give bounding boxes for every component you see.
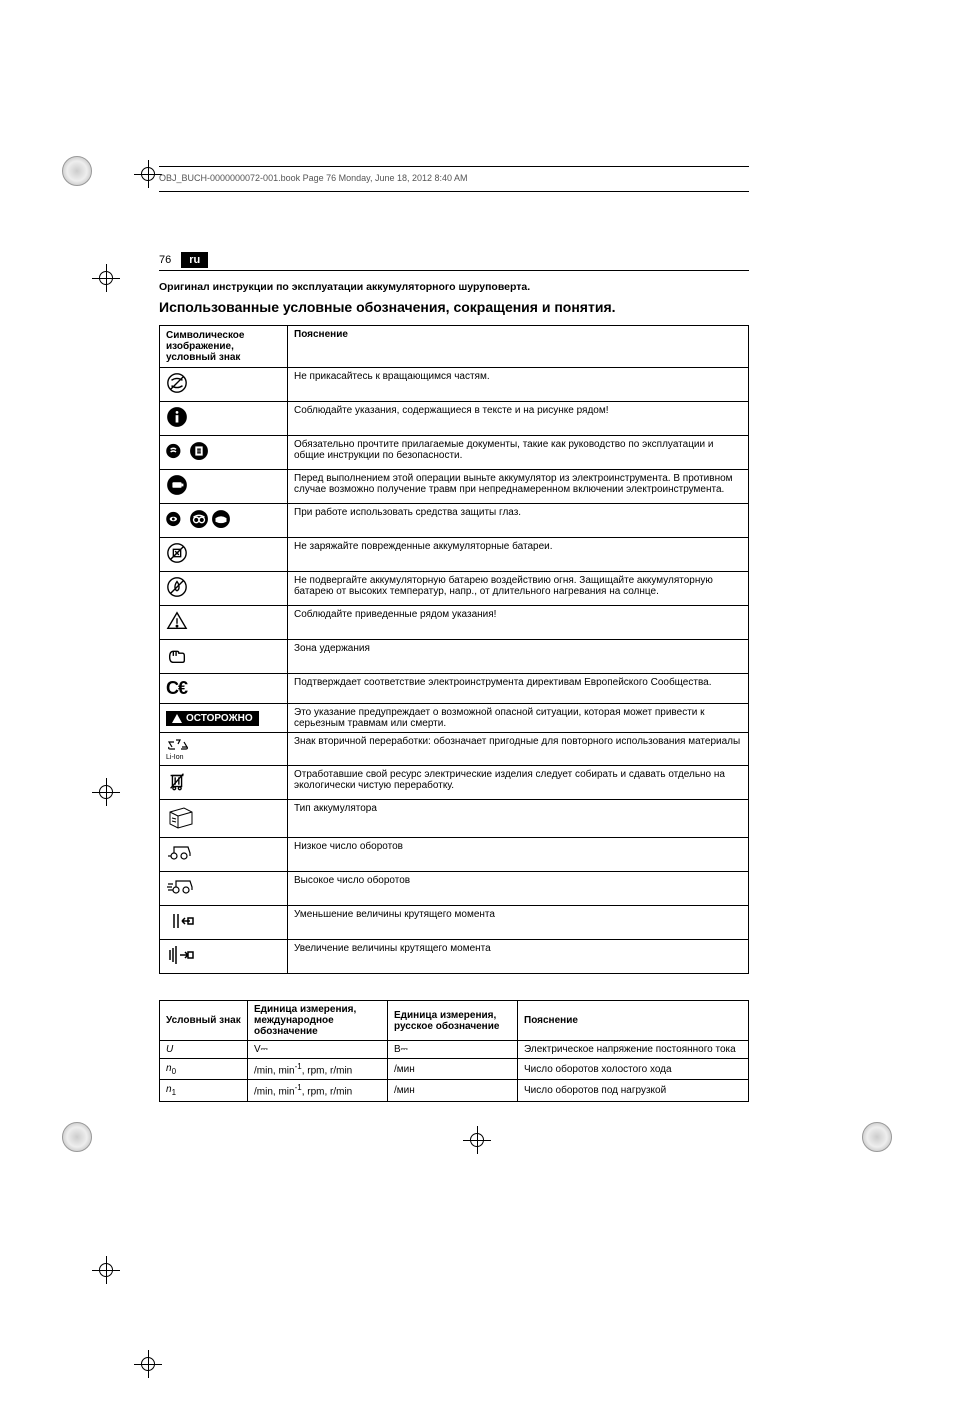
- symbol-description: При работе использовать средства защиты …: [288, 504, 749, 538]
- symbol-description: Уменьшение величины крутящего момента: [288, 906, 749, 940]
- no-touch-rotating-icon: [160, 368, 288, 402]
- caution-icon: ОСТОРОЖНО: [160, 704, 288, 733]
- high-speed-icon: [160, 872, 288, 906]
- table-row: n1/min, min-1, rpm, r/min/минЧисло оборо…: [160, 1080, 749, 1101]
- symbol-description: Отработавшие свой ресурс электрические и…: [288, 766, 749, 800]
- info-icon: [160, 402, 288, 436]
- remove-battery-icon: [160, 470, 288, 504]
- registration-mark: [463, 1126, 491, 1154]
- registration-mark: [134, 1350, 162, 1378]
- table-row: Отработавшие свой ресурс электрические и…: [160, 766, 749, 800]
- table-row: Низкое число оборотов: [160, 838, 749, 872]
- subtitle: Оригинал инструкции по эксплуатации акку…: [159, 281, 749, 293]
- registration-mark: [134, 160, 162, 188]
- header-filename: OBJ_BUCH-0000000072-001.book Page 76 Mon…: [159, 171, 749, 185]
- symbol-description: Соблюдайте указания, содержащиеся в текс…: [288, 402, 749, 436]
- torque-down-icon: [160, 906, 288, 940]
- table-row: UV⎓В⎓Электрическое напряжение постоянног…: [160, 1041, 749, 1059]
- ce-mark-icon: C€: [160, 674, 288, 704]
- unit-ru: /мин: [388, 1080, 518, 1101]
- table-row: C€Подтверждает соответствие электроинстр…: [160, 674, 749, 704]
- table-row: n0/min, min-1, rpm, r/min/минЧисло оборо…: [160, 1059, 749, 1080]
- symbol-description: Увеличение величины крутящего момента: [288, 940, 749, 974]
- symbols-header-0: Символическое изображение, условный знак: [160, 326, 288, 368]
- unit-symbol: n0: [160, 1059, 248, 1080]
- units-header-2: Единица измерения, русское обозначение: [388, 1001, 518, 1041]
- symbol-description: Это указание предупреждает о возможной о…: [288, 704, 749, 733]
- read-docs-icon: [160, 436, 288, 470]
- symbol-description: Знак вторичной переработки: обозначает п…: [288, 733, 749, 766]
- unit-desc: Электрическое напряжение постоянного ток…: [518, 1041, 749, 1059]
- language-badge: ru: [181, 252, 208, 268]
- registration-mark: [92, 778, 120, 806]
- table-row: Соблюдайте приведенные рядом указания!: [160, 606, 749, 640]
- crop-mark: [62, 156, 92, 186]
- unit-symbol: n1: [160, 1080, 248, 1101]
- units-header-3: Пояснение: [518, 1001, 749, 1041]
- crop-mark: [62, 1122, 92, 1152]
- unit-intl: /min, min-1, rpm, r/min: [248, 1080, 388, 1101]
- unit-intl: V⎓: [248, 1041, 388, 1059]
- units-table: Условный знак Единица измерения, междуна…: [159, 1000, 749, 1102]
- unit-desc: Число оборотов под нагрузкой: [518, 1080, 749, 1101]
- symbols-table: Символическое изображение, условный знак…: [159, 325, 749, 974]
- recycle-icon: Li-Ion: [160, 733, 288, 766]
- symbol-description: Соблюдайте приведенные рядом указания!: [288, 606, 749, 640]
- unit-desc: Число оборотов холостого хода: [518, 1059, 749, 1080]
- unit-ru: /мин: [388, 1059, 518, 1080]
- no-fire-icon: [160, 572, 288, 606]
- symbol-description: Подтверждает соответствие электроинструм…: [288, 674, 749, 704]
- no-charge-damaged-icon: [160, 538, 288, 572]
- eye-protection-icon: [160, 504, 288, 538]
- symbol-description: Не заряжайте поврежденные аккумуляторные…: [288, 538, 749, 572]
- unit-symbol: U: [160, 1041, 248, 1059]
- section-title: Использованные условные обозначения, сок…: [159, 299, 749, 315]
- table-row: Обязательно прочтите прилагаемые докумен…: [160, 436, 749, 470]
- symbol-description: Тип аккумулятора: [288, 800, 749, 838]
- symbol-description: Низкое число оборотов: [288, 838, 749, 872]
- table-row: Не заряжайте поврежденные аккумуляторные…: [160, 538, 749, 572]
- weee-icon: [160, 766, 288, 800]
- table-row: Высокое число оборотов: [160, 872, 749, 906]
- registration-mark: [92, 264, 120, 292]
- symbol-description: Обязательно прочтите прилагаемые докумен…: [288, 436, 749, 470]
- units-header-1: Единица измерения, международное обознач…: [248, 1001, 388, 1041]
- table-row: Зона удержания: [160, 640, 749, 674]
- table-row: Не прикасайтесь к вращающимся частям.: [160, 368, 749, 402]
- table-row: При работе использовать средства защиты …: [160, 504, 749, 538]
- table-row: Увеличение величины крутящего момента: [160, 940, 749, 974]
- symbol-description: Перед выполнением этой операции выньте а…: [288, 470, 749, 504]
- crop-mark: [862, 1122, 892, 1152]
- table-row: Тип аккумулятора: [160, 800, 749, 838]
- symbol-description: Не прикасайтесь к вращающимся частям.: [288, 368, 749, 402]
- table-row: ОСТОРОЖНОЭто указание предупреждает о во…: [160, 704, 749, 733]
- table-row: Перед выполнением этой операции выньте а…: [160, 470, 749, 504]
- table-row: Уменьшение величины крутящего момента: [160, 906, 749, 940]
- low-speed-icon: [160, 838, 288, 872]
- grip-zone-icon: [160, 640, 288, 674]
- table-row: Не подвергайте аккумуляторную батарею во…: [160, 572, 749, 606]
- unit-ru: В⎓: [388, 1041, 518, 1059]
- units-header-0: Условный знак: [160, 1001, 248, 1041]
- page-number: 76: [159, 254, 171, 266]
- symbols-header-1: Пояснение: [288, 326, 749, 368]
- battery-type-icon: [160, 800, 288, 838]
- table-row: Соблюдайте указания, содержащиеся в текс…: [160, 402, 749, 436]
- symbol-description: Не подвергайте аккумуляторную батарею во…: [288, 572, 749, 606]
- warning-triangle-icon: [160, 606, 288, 640]
- torque-up-icon: [160, 940, 288, 974]
- unit-intl: /min, min-1, rpm, r/min: [248, 1059, 388, 1080]
- symbol-description: Зона удержания: [288, 640, 749, 674]
- registration-mark: [92, 1256, 120, 1284]
- table-row: Li-IonЗнак вторичной переработки: обозна…: [160, 733, 749, 766]
- symbol-description: Высокое число оборотов: [288, 872, 749, 906]
